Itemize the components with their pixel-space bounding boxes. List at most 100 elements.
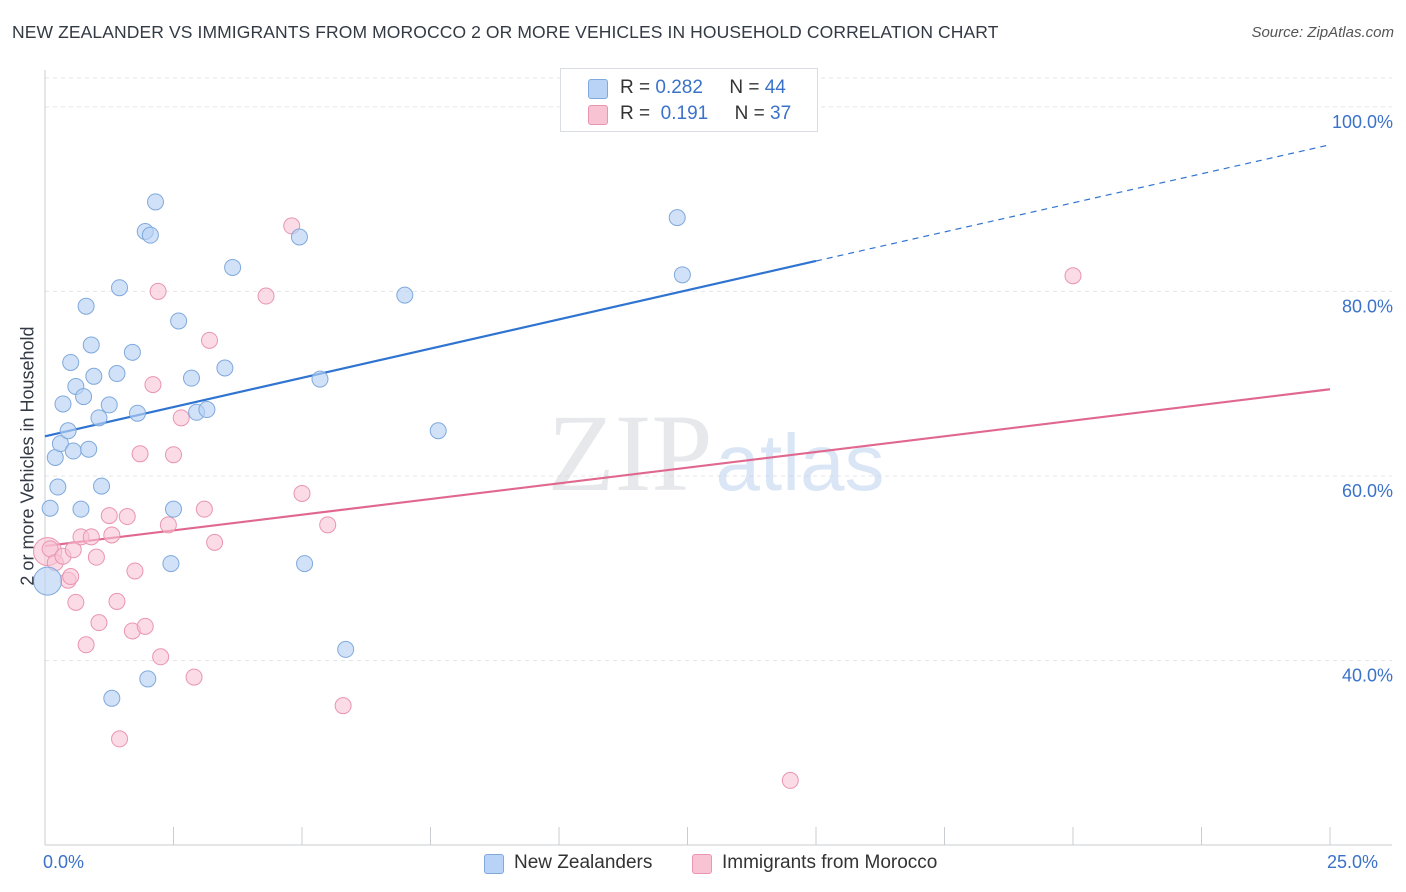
x-tick-label-max: 25.0% [1327,852,1379,872]
data-point-new-zealanders [108,365,126,383]
data-point-new-zealanders [90,409,108,427]
data-point-new-zealanders [33,566,63,596]
bottom-legend: New Zealanders Immigrants from Morocco [0,852,1406,878]
data-point-morocco [111,730,129,748]
grid-lines [45,77,1392,661]
y-tick-label: 60.0% [1342,481,1393,501]
data-point-morocco [200,331,218,349]
data-point-new-zealanders [290,228,308,246]
legend-label: New Zealanders [514,852,653,873]
data-point-new-zealanders [100,396,118,414]
y-tick-label: 80.0% [1342,296,1393,316]
data-point-morocco [100,507,118,525]
data-point-new-zealanders [93,477,111,495]
axes [44,70,1392,846]
y-tick-label: 40.0% [1342,665,1393,685]
watermark: ZIP atlas [548,392,885,514]
data-point-new-zealanders [165,500,182,518]
trend-line-new-zealanders-extension [815,144,1331,262]
data-point-new-zealanders [77,297,95,315]
data-point-new-zealanders [75,388,93,406]
data-point-morocco [185,668,203,686]
data-point-new-zealanders [103,689,121,707]
data-point-morocco [126,562,144,580]
data-point-morocco [319,516,337,534]
data-point-new-zealanders [198,401,216,419]
trend-lines [44,144,1331,548]
legend-n-label: N = [729,77,760,98]
data-point-new-zealanders [673,266,691,284]
data-point-new-zealanders [80,440,98,458]
data-point-morocco [136,617,154,635]
data-point-morocco [118,508,136,526]
data-point-morocco [90,614,108,632]
data-point-morocco [165,446,182,464]
series-morocco-points [33,217,1082,789]
watermark-zip: ZIP [548,392,713,514]
data-point-morocco [131,445,149,463]
watermark-atlas: atlas [716,418,885,507]
data-point-new-zealanders [111,279,129,297]
data-point-new-zealanders [311,370,329,388]
data-point-new-zealanders [139,670,157,688]
legend-r-value: 0.191 [660,103,709,124]
legend-swatch-pink [588,105,608,125]
data-point-morocco [195,500,213,518]
data-point-new-zealanders [41,499,59,517]
data-point-new-zealanders [396,286,414,304]
data-point-morocco [257,287,275,305]
data-point-morocco [152,648,170,666]
legend-stats: R = 0.282 N = 44 R = 0.191 N = 37 [560,68,818,132]
chart-title: NEW ZEALANDER VS IMMIGRANTS FROM MOROCCO… [12,22,999,42]
data-point-morocco [62,568,80,586]
legend-n-value: 37 [770,103,792,124]
y-axis-title: 2 or more Vehicles in Household [17,326,38,586]
data-point-morocco [1064,267,1082,285]
data-point-new-zealanders [59,422,77,440]
data-point-new-zealanders [51,435,69,453]
data-point-morocco [334,697,352,715]
data-point-morocco [293,484,311,502]
data-point-morocco [103,526,121,544]
trend-line-morocco [44,388,1331,548]
legend-n-label: N = [734,103,765,124]
source-label: Source: ZipAtlas.com [1251,24,1394,41]
trend-line-new-zealanders [44,259,817,438]
data-point-new-zealanders [296,555,314,573]
data-point-morocco [144,376,162,394]
data-point-new-zealanders [82,336,100,354]
data-point-new-zealanders [85,367,103,385]
data-point-morocco [87,548,105,566]
data-point-new-zealanders [182,369,200,387]
data-point-new-zealanders [62,353,80,371]
legend-swatch-blue [588,79,608,99]
data-point-new-zealanders [162,555,180,573]
data-point-new-zealanders [141,226,159,244]
data-point-new-zealanders [170,312,188,330]
data-point-morocco [108,592,126,610]
data-point-morocco [159,516,177,534]
data-point-morocco [77,636,95,654]
data-point-new-zealanders [668,209,686,227]
y-tick-label: 100.0% [1332,112,1393,132]
data-point-new-zealanders [429,422,447,440]
data-point-morocco [64,541,82,559]
data-point-morocco [172,409,190,427]
x-tick-label-min: 0.0% [43,852,85,872]
legend-swatch-pink [692,854,712,874]
legend-n-value: 44 [764,77,786,98]
y-tick-labels: 100.0% 80.0% 60.0% 40.0% [1332,112,1393,686]
legend-r-label: R = [620,77,651,98]
data-point-morocco [82,528,100,546]
data-point-new-zealanders [147,193,165,211]
data-point-morocco [67,593,85,611]
data-point-new-zealanders [123,343,141,361]
data-point-new-zealanders [224,258,242,276]
data-point-new-zealanders [72,500,90,518]
data-point-morocco [149,282,167,300]
data-point-morocco [781,771,799,789]
legend-r-label: R = [620,103,651,124]
data-point-new-zealanders [216,359,234,377]
data-point-new-zealanders [64,442,82,460]
